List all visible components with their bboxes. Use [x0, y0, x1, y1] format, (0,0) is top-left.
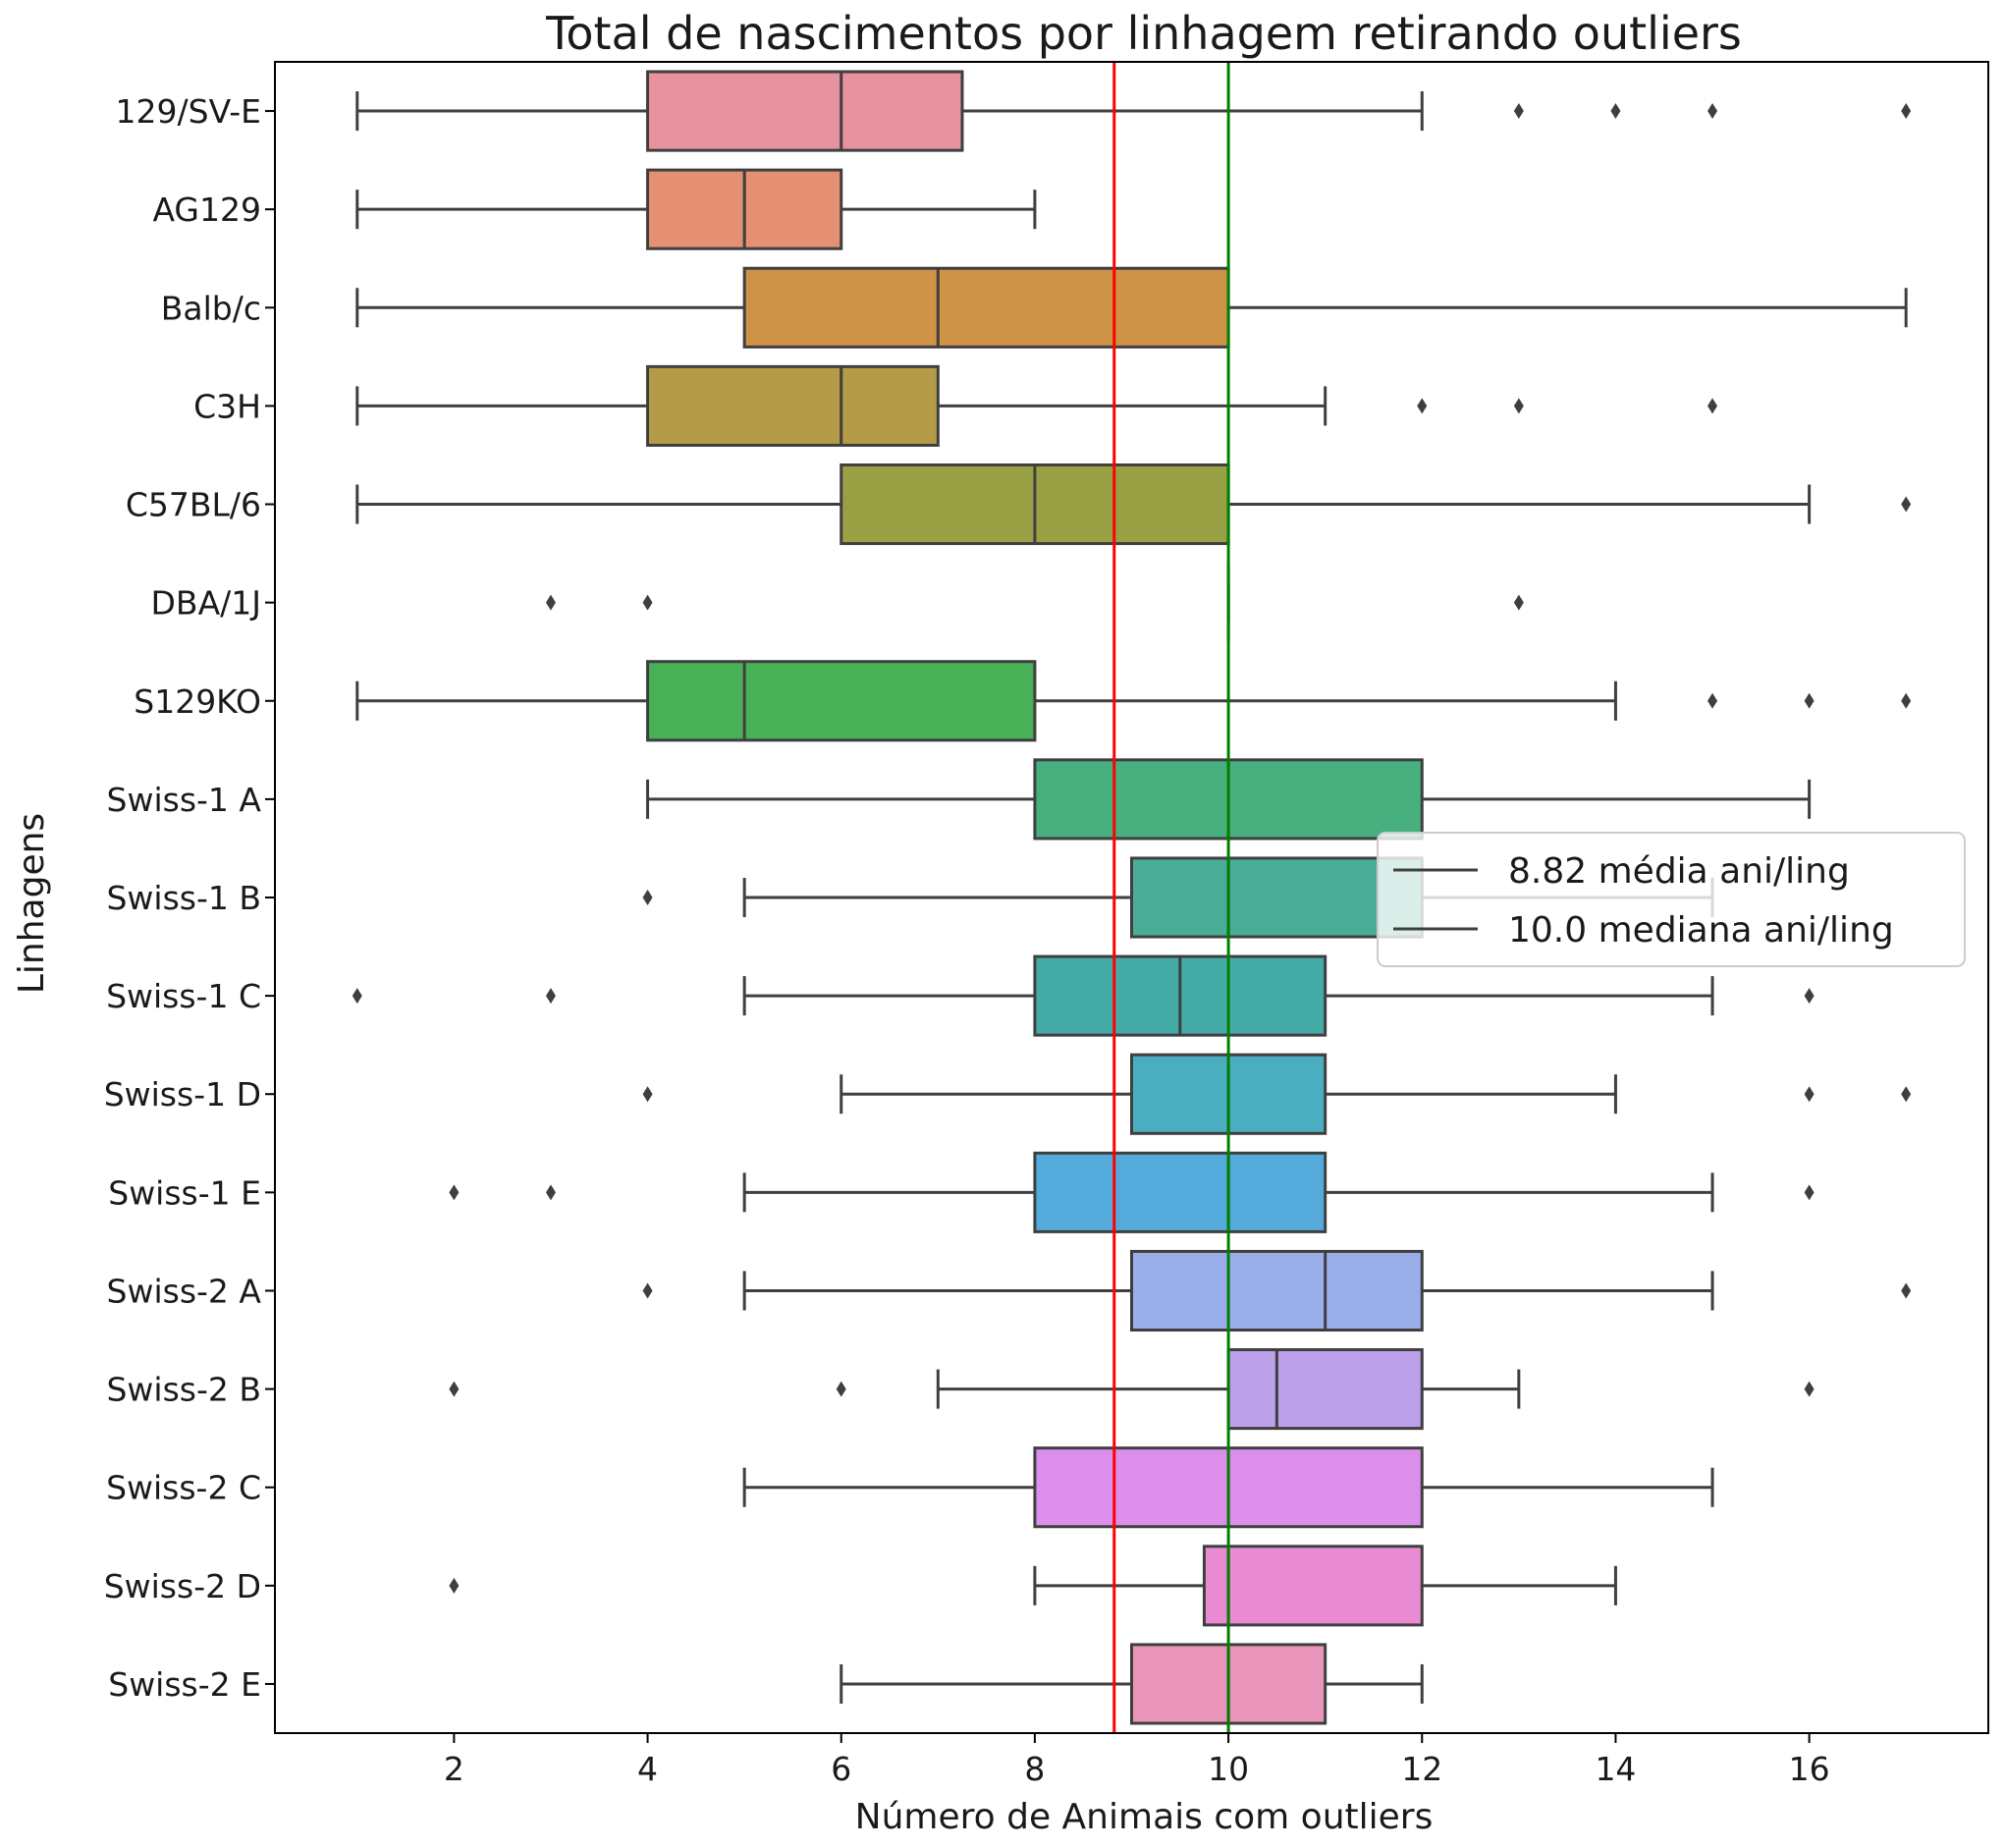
- box-group: [355, 462, 1912, 546]
- legend: 8.82 média ani/ling 10.0 mediana ani/ling: [1377, 832, 1966, 967]
- outlier-point: [449, 1184, 460, 1201]
- box: [742, 266, 1230, 349]
- y-tick-label: Swiss-1 C: [106, 977, 261, 1015]
- outlier-point: [1804, 1381, 1815, 1397]
- y-tick-label: Balb/c: [161, 289, 261, 327]
- y-axis-label: Linhagens: [12, 813, 52, 994]
- box: [646, 70, 964, 152]
- outlier-point: [642, 890, 653, 905]
- y-tick-label: C57BL/6: [126, 486, 261, 524]
- y-tick-label: S129KO: [134, 682, 261, 721]
- outlier-point: [1901, 496, 1912, 513]
- outlier-point: [836, 1381, 846, 1397]
- outlier-point: [1804, 1086, 1815, 1103]
- y-tick-label: Swiss-1 B: [106, 879, 261, 917]
- x-tick-label: 2: [444, 1750, 464, 1788]
- box: [1226, 1348, 1424, 1431]
- outlier-point: [449, 1381, 460, 1397]
- outlier-point: [1513, 398, 1524, 414]
- x-tick-label: 14: [1595, 1750, 1636, 1788]
- x-tick-label: 10: [1208, 1750, 1249, 1788]
- y-tick-label: Swiss-2 B: [106, 1371, 261, 1409]
- y-tick-label: Swiss-1 A: [107, 781, 262, 819]
- outlier-point: [1804, 1184, 1815, 1201]
- y-tick-label: Swiss-2 C: [106, 1469, 261, 1507]
- box-group: [355, 266, 1908, 349]
- outlier-point: [545, 1184, 556, 1201]
- outlier-point: [1707, 692, 1718, 709]
- box: [1033, 1151, 1328, 1233]
- outlier-point: [1901, 692, 1912, 709]
- plot-area: 129/SV-E AG129 Balb/c C3H C57BL/6 DBA/1J S129K…: [104, 61, 1989, 1788]
- y-tick-label: Swiss-2 A: [107, 1272, 262, 1310]
- outlier-point: [1804, 988, 1815, 1005]
- legend-box: [1377, 832, 1966, 967]
- box: [1130, 856, 1424, 939]
- outlier-point: [1901, 1282, 1912, 1299]
- outlier-point: [1707, 398, 1718, 414]
- x-tick-label: 4: [637, 1750, 658, 1788]
- box: [1130, 1249, 1424, 1332]
- outlier-point: [1513, 594, 1524, 611]
- box: [646, 660, 1037, 742]
- x-tick-label: 16: [1789, 1750, 1830, 1788]
- y-tick-label: Swiss-2 D: [104, 1567, 261, 1605]
- legend-label: 8.82 média ani/ling: [1508, 851, 1850, 892]
- box-group: [355, 168, 1037, 250]
- x-tick-label: 8: [1024, 1750, 1045, 1788]
- outlier-point: [642, 1282, 653, 1299]
- outlier-point: [642, 1086, 653, 1103]
- box-group: [355, 70, 1912, 152]
- box-group: [352, 954, 1815, 1037]
- outlier-point: [449, 1577, 460, 1594]
- box: [1202, 1545, 1424, 1627]
- y-tick-label: AG129: [152, 190, 261, 229]
- chart-title: Total de nascimentos por linhagem retira…: [545, 7, 1742, 60]
- outlier-point: [1901, 1086, 1912, 1103]
- x-tick-label: 12: [1401, 1750, 1442, 1788]
- outlier-point: [1804, 692, 1815, 709]
- y-tick-label: Swiss-1 D: [104, 1075, 261, 1114]
- x-tick-label: 6: [831, 1750, 851, 1788]
- box: [646, 364, 940, 447]
- outlier-point: [1417, 398, 1428, 414]
- outlier-point: [642, 594, 653, 611]
- box-group: [355, 364, 1718, 447]
- y-tick-label: DBA/1J: [151, 584, 261, 623]
- outlier-point: [545, 594, 556, 611]
- box-group: [355, 660, 1912, 742]
- y-tick-label: 129/SV-E: [116, 92, 261, 131]
- outlier-point: [545, 988, 556, 1005]
- y-tick-label: Swiss-2 E: [108, 1665, 261, 1704]
- outlier-point: [1513, 103, 1524, 120]
- y-tick-label: Swiss-1 E: [108, 1173, 261, 1212]
- y-tick-label: C3H: [193, 387, 261, 425]
- outlier-point: [1901, 103, 1912, 120]
- outlier-point: [1610, 103, 1621, 120]
- box-group: [449, 1545, 1617, 1627]
- legend-label: 10.0 mediana ani/ling: [1508, 910, 1894, 951]
- box-group: [642, 1249, 1912, 1332]
- box-group: [449, 1348, 1815, 1431]
- x-axis-label: Número de Animais com outliers: [855, 1797, 1434, 1837]
- outlier-point: [1707, 103, 1718, 120]
- outlier-point: [352, 988, 362, 1005]
